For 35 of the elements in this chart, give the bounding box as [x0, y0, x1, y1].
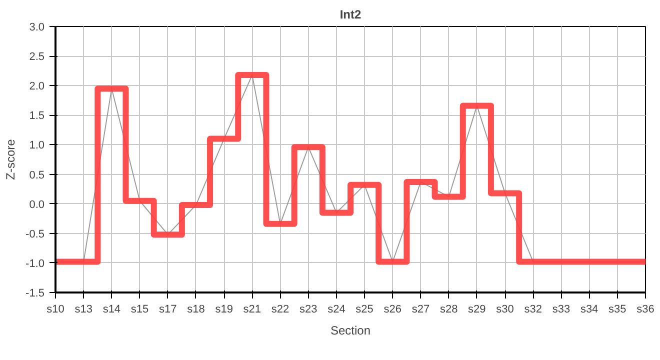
y-tick-label: 2.0	[29, 80, 45, 93]
x-tick-label: s13	[74, 304, 92, 316]
x-tick-label: s34	[580, 304, 598, 316]
y-tick-label: -1.5	[26, 288, 45, 300]
y-tick-label: 1.0	[29, 140, 45, 152]
y-tick-label: -0.5	[26, 228, 45, 240]
x-tick-label: s15	[130, 304, 149, 316]
y-tick-label: 0.5	[29, 169, 45, 182]
x-tick-label: s28	[440, 304, 458, 316]
y-tick-label: 3.0	[29, 22, 45, 34]
x-tick-label: s19	[215, 304, 233, 316]
x-tick-label: s32	[524, 304, 542, 316]
x-tick-label: s18	[187, 304, 205, 316]
y-tick-label: -1.0	[26, 258, 45, 270]
x-tick-label: s26	[384, 304, 402, 316]
x-tick-label: s25	[356, 304, 374, 316]
x-axis-title: Section	[330, 324, 371, 338]
y-tick-label: 0.0	[29, 198, 45, 211]
chart-title: Int2	[340, 8, 362, 22]
x-tick-label: s29	[468, 304, 486, 316]
x-tick-label: s33	[552, 304, 570, 316]
y-axis-title: Z-score	[4, 138, 18, 180]
x-tick-label: s22	[271, 304, 290, 316]
x-tick-label: s36	[636, 304, 654, 316]
x-tick-label: s24	[328, 304, 346, 316]
x-tick-label: s21	[243, 304, 262, 316]
x-tick-label: s23	[299, 304, 318, 316]
x-tick-label: s30	[496, 304, 514, 316]
x-tick-label: s17	[159, 304, 177, 316]
x-tick-label: s14	[102, 304, 121, 316]
x-tick-label: s27	[412, 304, 430, 316]
y-tick-label: 1.5	[29, 110, 45, 122]
x-tick-label: s35	[608, 304, 626, 316]
x-tick-label: s10	[46, 304, 64, 316]
y-tick-label: 2.5	[29, 51, 45, 64]
